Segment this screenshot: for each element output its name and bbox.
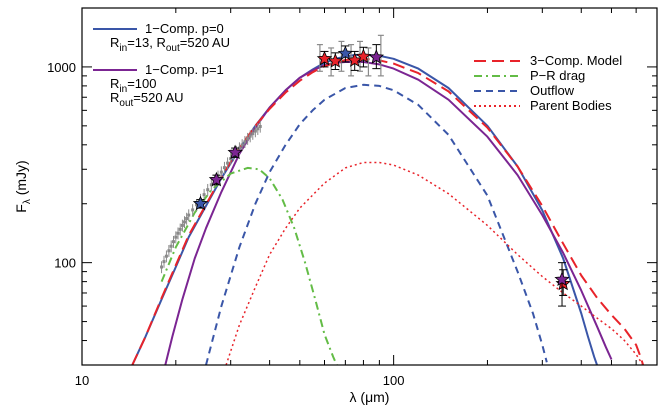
spectrum-point: [162, 260, 166, 264]
series-line-outflow: [205, 83, 548, 365]
spectrum-point: [180, 223, 184, 227]
spectrum-point: [240, 143, 244, 147]
spectrum-point: [187, 213, 191, 217]
y-axis-label: Fλ (mJy): [13, 160, 33, 212]
series-line-parent: [225, 161, 644, 365]
photometry-point: [355, 48, 372, 64]
legend-label: 1−Comp. p=1: [145, 62, 224, 77]
series-line-pr: [160, 166, 338, 365]
spectrum-point: [195, 203, 199, 207]
x-tick-label: 10: [75, 373, 89, 388]
legend-label-part: =100: [127, 76, 156, 91]
y-tick-label: 1000: [47, 60, 76, 75]
legend-label: Outflow: [530, 83, 575, 98]
spectrum-point: [256, 127, 260, 131]
legend-label-sub: out: [119, 98, 133, 109]
photometry-point: [337, 45, 353, 61]
spectrum-point: [219, 170, 223, 174]
spectrum-point: [174, 235, 178, 239]
legend-label-part: =520 AU: [180, 35, 230, 50]
y-axis-label-sub: λ: [22, 199, 33, 204]
photometry-point: [208, 171, 225, 187]
legend-label-sub: in: [119, 84, 127, 95]
photometry-point: [554, 271, 570, 287]
photometry-point: [227, 144, 243, 160]
axis-ticks: 10 100 100 1000: [47, 7, 658, 388]
y-axis-label-main: F: [13, 204, 29, 213]
spectrum-point: [160, 265, 164, 269]
spectrum-point: [222, 166, 226, 170]
legend-label-sub: in: [119, 43, 127, 54]
x-axis-label: λ (μm): [350, 389, 390, 405]
spectrum-point: [183, 220, 187, 224]
y-axis-label-unit: (mJy): [13, 160, 29, 199]
spectrum-point: [237, 146, 241, 150]
spectrum-point: [185, 217, 189, 221]
legend-label: Rin=100: [110, 76, 156, 95]
spectrum-point: [206, 188, 210, 192]
legend-label-part: =13, R: [127, 35, 166, 50]
spectrum-point: [251, 132, 255, 136]
spectrum-point: [178, 227, 182, 231]
y-tick-label: 100: [54, 256, 76, 271]
legend-label: 3−Comp. Model: [530, 53, 622, 68]
legend-label-part: =520 AU: [133, 90, 183, 105]
plot-frame: [81, 7, 658, 366]
spectrum-point: [209, 183, 213, 187]
legend-label: Rout=520 AU: [110, 90, 184, 109]
legend-label-part: R: [110, 35, 119, 50]
legend-label-part: R: [110, 90, 119, 105]
spectrum-point: [258, 124, 262, 128]
legend-label-part: 1−Comp. p=0: [145, 21, 224, 36]
spectrum-point: [169, 244, 173, 248]
spectrum-point: [176, 231, 180, 235]
spectrum-point: [202, 193, 206, 197]
spectrum-point: [248, 134, 252, 138]
spectrum-point: [191, 208, 195, 212]
legend-label-sub: out: [166, 43, 180, 54]
photometry-layer: [192, 34, 571, 307]
spectrum-point: [243, 140, 247, 144]
legend-label: Rin=13, Rout=520 AU: [110, 35, 230, 54]
legend-label: Parent Bodies: [530, 98, 612, 113]
photometry-point: [368, 49, 384, 64]
legend-label-part: R: [110, 76, 119, 91]
legend-label: 1−Comp. p=0: [145, 21, 224, 36]
legend-label-part: 1−Comp. p=1: [145, 62, 224, 77]
spectrum-point: [253, 129, 257, 133]
spectrum-point: [246, 137, 250, 141]
spectrum-point: [164, 254, 168, 258]
photometry-point: [316, 50, 333, 66]
legend-label: P−R drag: [530, 68, 585, 83]
photometry-point: [192, 195, 209, 211]
photometry-point: [327, 53, 344, 68]
x-tick-label: 100: [383, 373, 405, 388]
spectrum-point: [167, 249, 171, 253]
spectrum-point: [171, 240, 175, 244]
photometry-point: [347, 52, 363, 67]
spectrum-point: [226, 161, 230, 165]
